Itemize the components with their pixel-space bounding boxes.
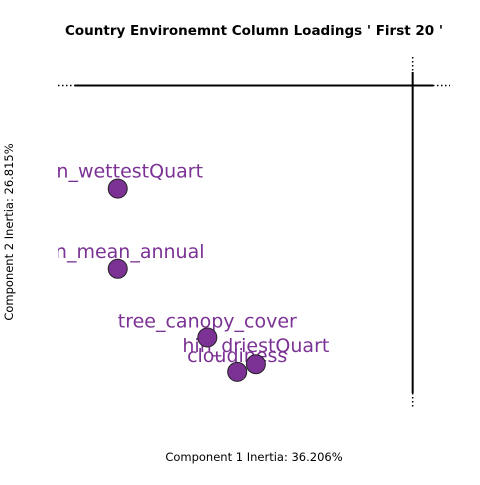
data-point <box>107 258 128 279</box>
point-label: n_wettestQuart <box>56 161 203 183</box>
data-point <box>197 327 218 348</box>
x-axis-label: Component 1 Inertia: 36.206% <box>165 450 342 464</box>
data-point <box>107 178 128 199</box>
point-label: tree_canopy_cover <box>118 310 297 332</box>
origin-axes <box>58 57 450 408</box>
chart-title: Country Environemnt Column Loadings ' Fi… <box>65 23 443 39</box>
data-point <box>227 361 248 382</box>
plot-area: n_wettestQuart n_mean_annual tree_canopy_c… <box>55 161 329 382</box>
point-label: hin_driestQuart <box>182 335 329 357</box>
y-axis-label: Component 2 Inertia: 26.815% <box>2 143 16 320</box>
data-point <box>245 354 266 375</box>
point-label: n_mean_annual <box>55 241 205 263</box>
